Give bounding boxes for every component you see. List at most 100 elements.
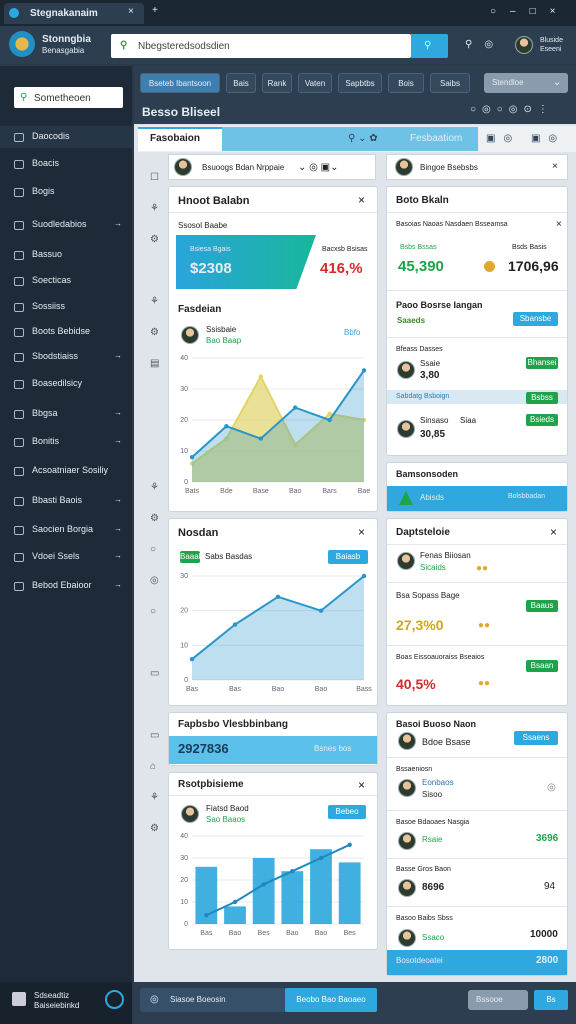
menu-icon [14, 188, 24, 197]
menu-icon [14, 251, 24, 260]
menu-item[interactable]: Bogis [32, 186, 55, 196]
menu-arrow: → [114, 351, 122, 360]
search-box[interactable] [111, 34, 411, 58]
panel-b-close[interactable]: × [556, 219, 562, 230]
menu-item[interactable]: Saocien Borgia [32, 524, 94, 534]
panel-b-title: Boto Bkaln [396, 195, 449, 206]
user-name: Bluside [540, 37, 563, 44]
point [258, 436, 263, 441]
panel-d-button[interactable]: Baiasb [328, 550, 368, 564]
row-name: Ssaie [420, 359, 441, 368]
toolbar-button[interactable]: Bais [226, 73, 256, 93]
menu-item[interactable]: Bbasti Baois [32, 495, 83, 505]
panel-g-button[interactable]: Ssaens [514, 731, 558, 745]
divider [169, 212, 377, 213]
row-value: 27,3%0 [396, 617, 444, 633]
tab-active[interactable] [138, 127, 222, 151]
x-tick-label: Bars [322, 488, 337, 495]
row-label: Bsa Sopass Bage [396, 591, 460, 600]
bottom-right-button[interactable] [468, 990, 528, 1010]
tab-icons: ⚲ ⌄ ✿ [348, 133, 378, 144]
panel-b-button[interactable]: Sbansbe [513, 312, 558, 326]
menu-item[interactable]: Sossiiss [32, 301, 66, 311]
x-tick-label: Bao [286, 930, 299, 937]
panel-d-close[interactable]: × [358, 525, 366, 539]
filter-right [386, 154, 568, 180]
toolbar-button[interactable]: Rank [262, 73, 292, 93]
menu-item[interactable]: Bebod Ebaioor [32, 580, 92, 590]
panel-f-close[interactable]: × [358, 778, 366, 792]
row-coins: ●● [478, 620, 491, 631]
x-tick-label: Bao [315, 686, 328, 693]
toolbar-button[interactable]: Bois [388, 73, 424, 93]
row-icon: ◎ [547, 782, 556, 793]
header-icons[interactable]: ⚲◎ [465, 39, 506, 50]
menu-item[interactable]: Bonitis [32, 436, 60, 446]
panel-d [168, 518, 378, 706]
panel-g-footer [387, 950, 567, 975]
sidebar-search[interactable] [14, 87, 123, 108]
panel-a-close[interactable]: × [358, 193, 366, 207]
point [361, 573, 367, 579]
user-sub: Eseeni [540, 46, 562, 53]
panel-b-kpi-value: 45,390 [398, 258, 444, 275]
tab-close[interactable]: × [128, 6, 134, 17]
x-tick-label: Bao [229, 930, 242, 937]
x-tick-label: Base [253, 488, 269, 495]
tab-actions[interactable]: ▣◎ ▣◎ [486, 133, 566, 144]
panel-a-link[interactable]: Bbfo [344, 328, 361, 337]
sidebar-search-icon: ⚲ [20, 92, 28, 103]
new-tab[interactable]: + [152, 5, 158, 16]
menu-arrow: → [114, 495, 122, 504]
toolbar-button[interactable]: Sapbtbs [338, 73, 382, 93]
panel-c-label: Abisds [420, 493, 445, 502]
filter-right-close[interactable]: × [552, 161, 558, 172]
y-tick-label: 10 [180, 642, 188, 649]
panel-b-kpi2-label: Bsds Basis [512, 244, 547, 251]
filter-right-person: Bingoe Bsebsbs [420, 163, 478, 172]
bar [252, 858, 275, 924]
menu-item[interactable]: Bassuo [32, 249, 63, 259]
panel-d-tag: Baaak [180, 551, 203, 563]
search-button[interactable] [411, 34, 448, 58]
toolbar-button[interactable]: Bseteb Ibantsoon [140, 73, 220, 93]
menu-item[interactable]: Boasedilsicy [32, 378, 83, 388]
row-value: 3696 [536, 833, 559, 844]
menu-item[interactable]: Acsoatniaer Sosiliy [32, 465, 109, 475]
menu-item[interactable]: Suodledabios [32, 219, 87, 229]
menu-item[interactable]: Daocodis [32, 131, 70, 141]
panel-c-link[interactable]: Bolsbbadan [508, 493, 545, 500]
menu-item[interactable]: Bbgsa [32, 408, 58, 418]
point [275, 594, 281, 599]
row-name: Rsaie [422, 835, 443, 844]
panel-f-person-sub: Sao Baaos [206, 815, 246, 824]
x-tick-label: Bes [344, 930, 357, 937]
title-icons[interactable]: ○◎○◎⊙⋮ [470, 104, 554, 115]
bottom-button[interactable]: Beobo Bao Baoaeo [285, 988, 377, 1012]
search-button-icon: ⚲ [424, 40, 432, 51]
bottom-action[interactable]: Bs [534, 990, 568, 1010]
menu-item[interactable]: Soecticas [32, 275, 72, 285]
row-label: Sinsaso [420, 416, 449, 425]
menu-item[interactable]: Boots Bebidse [32, 326, 91, 336]
tab-second[interactable] [222, 127, 478, 151]
point [232, 622, 238, 627]
menu-item[interactable]: Boacis [32, 158, 60, 168]
footer-button[interactable] [105, 990, 124, 1009]
toolbar-button[interactable]: Vaten [298, 73, 332, 93]
point [293, 442, 298, 447]
menu-icon [14, 328, 24, 337]
kpi2-value: 416,% [320, 260, 363, 277]
panel-f-button[interactable]: Bebeo [328, 805, 366, 819]
panel-e-close[interactable]: × [550, 525, 558, 539]
banner-link[interactable]: Bsnes bos [314, 744, 352, 753]
toolbar-button[interactable]: Saibs [430, 73, 470, 93]
menu-item[interactable]: Sbodstiaiss [32, 351, 79, 361]
menu-item[interactable]: Vdoei Ssels [32, 551, 80, 561]
y-tick-label: 10 [180, 448, 188, 455]
x-tick-label: Bes [258, 930, 271, 937]
toolbar-dropdown[interactable] [484, 73, 568, 93]
panel-d-title: Nosdan [178, 527, 219, 539]
tab-icon [9, 8, 19, 18]
row-avatar [398, 929, 416, 947]
